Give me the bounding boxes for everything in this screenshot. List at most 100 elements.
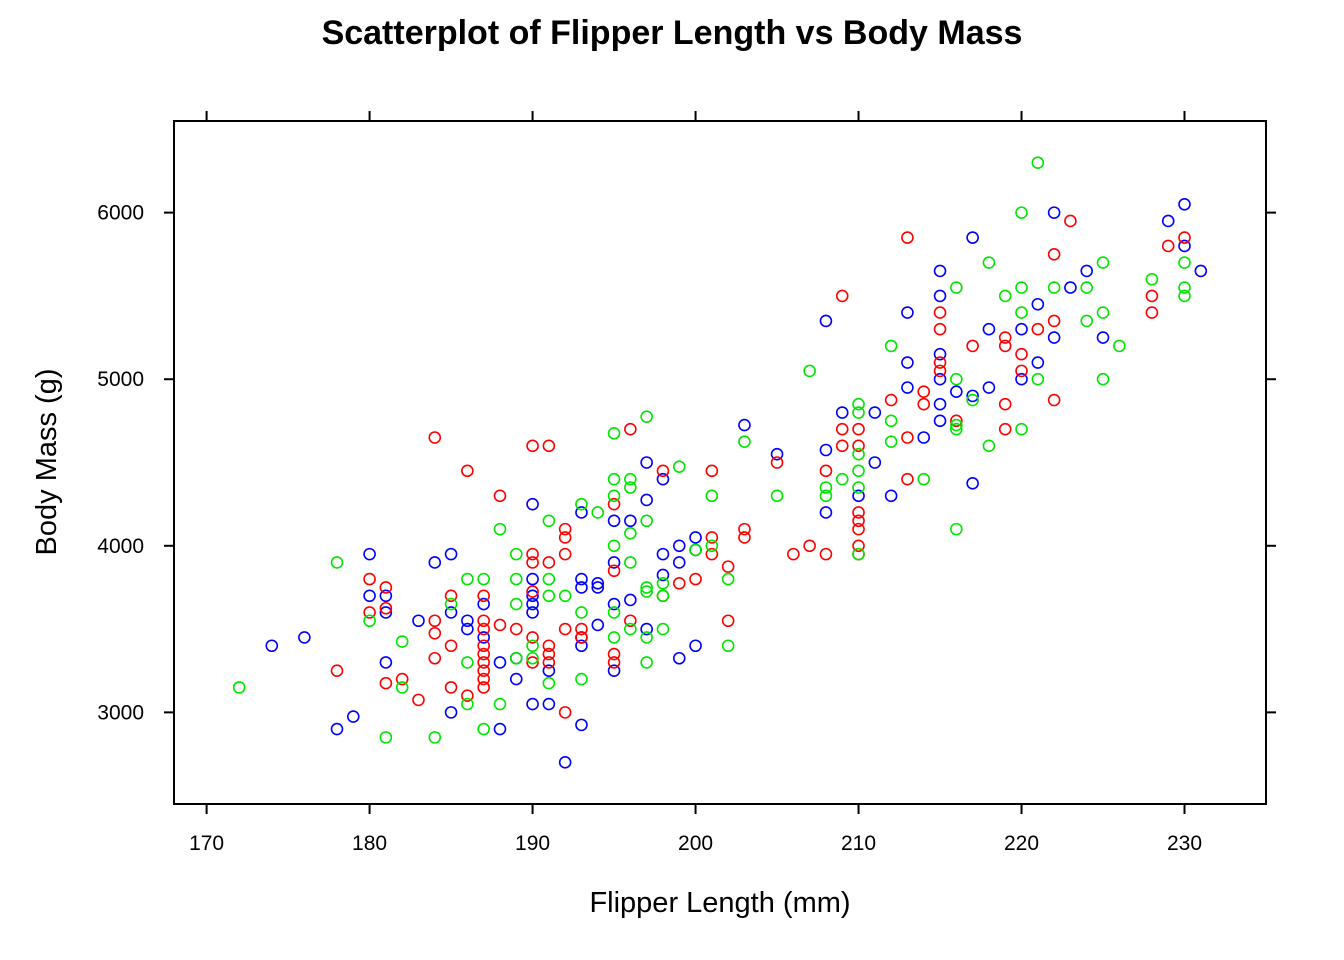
data-point (428, 626, 442, 640)
data-point (672, 556, 686, 569)
data-point (363, 547, 376, 561)
data-point (1178, 197, 1191, 211)
data-point (1047, 393, 1061, 407)
data-point (933, 306, 947, 319)
data-point (444, 706, 458, 719)
data-point (640, 456, 653, 469)
data-point (1178, 231, 1191, 244)
data-point (624, 593, 637, 607)
data-point (787, 547, 800, 561)
data-point (705, 531, 719, 544)
data-point (461, 697, 474, 711)
data-point (640, 585, 653, 598)
data-point (1145, 289, 1159, 303)
data-point (1015, 281, 1028, 294)
data-point (705, 539, 719, 553)
data-point (526, 597, 539, 611)
data-point (461, 614, 474, 628)
data-point (835, 289, 849, 303)
data-point (542, 656, 556, 669)
data-point (1080, 264, 1094, 278)
data-point (477, 622, 490, 636)
data-point (819, 314, 833, 328)
data-point (835, 439, 849, 453)
data-point (933, 364, 947, 378)
data-point (689, 543, 702, 557)
data-point (901, 472, 914, 486)
y-tick-label: 3000 (97, 701, 144, 724)
data-point (950, 522, 963, 536)
data-point (607, 556, 621, 569)
data-point (738, 435, 751, 448)
data-point (640, 581, 653, 594)
data-point (966, 393, 979, 407)
data-point (607, 606, 621, 619)
data-point (656, 568, 670, 582)
data-point (672, 460, 686, 473)
data-point (1145, 272, 1159, 286)
data-point (933, 347, 947, 361)
data-point (1031, 156, 1045, 169)
data-point (884, 435, 898, 448)
data-point (379, 601, 393, 615)
data-point (868, 456, 882, 469)
data-point (835, 472, 849, 486)
data-point (509, 622, 523, 636)
x-tick-label: 220 (1004, 832, 1039, 855)
data-point (477, 664, 490, 678)
data-point (558, 622, 572, 636)
data-point (558, 706, 572, 719)
data-point (917, 431, 931, 444)
data-point (738, 418, 751, 432)
data-point (966, 231, 979, 244)
data-point (558, 756, 572, 769)
data-point (640, 493, 653, 507)
data-point (493, 489, 507, 503)
data-point (493, 522, 507, 536)
data-point (998, 422, 1012, 436)
data-point (542, 697, 556, 711)
data-point (591, 506, 605, 519)
data-point (542, 589, 556, 603)
data-point (656, 547, 670, 561)
data-point (770, 456, 784, 469)
data-point (950, 385, 963, 399)
data-point (884, 339, 898, 353)
data-point (1096, 372, 1110, 386)
data-point (526, 589, 539, 603)
data-point (672, 651, 686, 665)
data-point (819, 489, 833, 503)
data-point (1096, 306, 1110, 319)
data-point (1047, 247, 1061, 261)
data-point (770, 447, 784, 461)
data-point (1096, 256, 1110, 269)
data-point (509, 651, 523, 665)
data-point (933, 289, 947, 303)
y-tick-label: 4000 (97, 535, 144, 558)
data-point (852, 522, 865, 536)
data-point (558, 531, 572, 544)
data-point (1178, 289, 1191, 303)
data-point (852, 397, 865, 411)
y-tick-label: 5000 (97, 368, 144, 391)
data-point (1047, 314, 1061, 328)
data-point (819, 547, 833, 561)
data-point (982, 439, 996, 453)
data-point (575, 506, 588, 519)
data-point (1096, 331, 1110, 344)
data-point (852, 506, 865, 519)
data-point (819, 481, 833, 494)
data-point (379, 581, 393, 594)
data-point (526, 631, 539, 644)
data-point (428, 731, 442, 744)
data-point (901, 306, 914, 319)
data-point (982, 322, 996, 336)
data-point (477, 631, 490, 644)
data-point (493, 697, 507, 711)
data-point (575, 631, 588, 644)
data-point (591, 576, 605, 590)
data-point (444, 597, 458, 611)
data-point (1015, 364, 1028, 378)
data-point (444, 606, 458, 619)
